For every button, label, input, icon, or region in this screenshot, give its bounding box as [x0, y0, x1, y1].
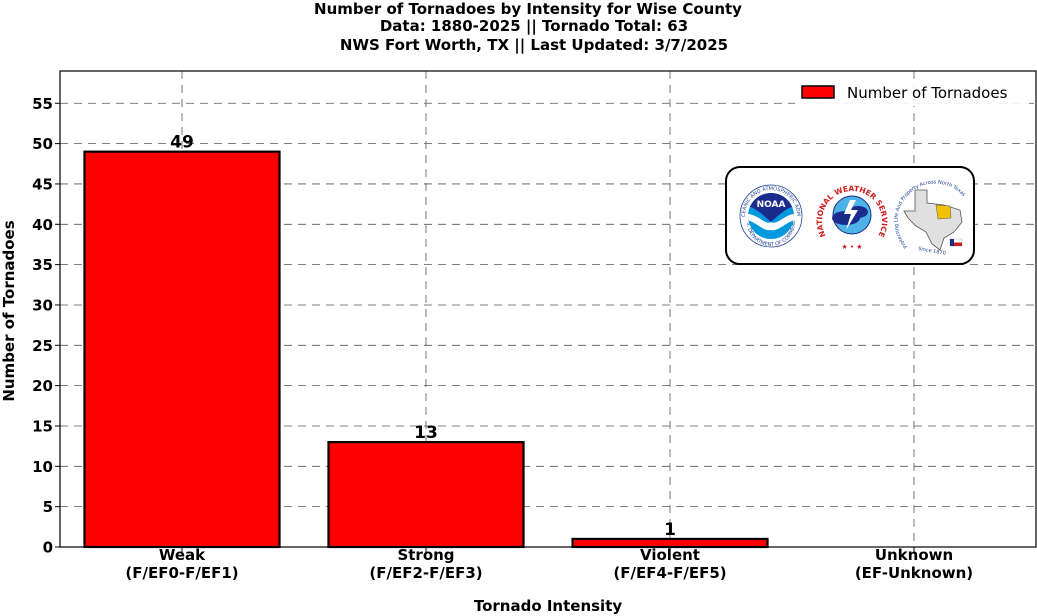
- noaa-logo-text: NOAA: [757, 200, 786, 210]
- wfo-since-text: Since 1870: [918, 246, 946, 257]
- x-tick-label: Unknown (EF-Unknown): [855, 546, 973, 582]
- x-tick-label: Weak (F/EF0-F/EF1): [125, 546, 238, 582]
- x-tick-label: Strong (F/EF2-F/EF3): [369, 546, 482, 582]
- y-tick-label: 50: [32, 135, 53, 153]
- svg-text:★ • ★: ★ • ★: [841, 243, 862, 251]
- plot-frame: [59, 70, 1037, 548]
- texas-map-icon: [903, 189, 963, 251]
- y-tick-label: 55: [32, 95, 53, 113]
- y-tick-label: 45: [32, 175, 53, 193]
- y-tick-label: 0: [43, 539, 53, 557]
- bars: [83, 150, 769, 549]
- chart-title-line-3: NWS Fort Worth, TX || Last Updated: 3/7/…: [340, 36, 728, 55]
- bar-strong: [327, 441, 525, 549]
- bar-value-label: 49: [170, 133, 194, 153]
- bar-value-label: 1: [664, 520, 676, 540]
- chart-title-line-2: Data: 1880-2025 || Tornado Total: 63: [380, 17, 688, 36]
- x-axis-ticks: Weak (F/EF0-F/EF1) Strong (F/EF2-F/EF3) Viol…: [125, 546, 973, 582]
- chart-title-line-1: Number of Tornadoes by Intensity for Wis…: [314, 0, 742, 18]
- y-tick-label: 20: [32, 377, 53, 395]
- bar-value-label: 13: [414, 423, 438, 443]
- y-tick-label: 30: [32, 296, 53, 314]
- y-tick-label: 5: [43, 498, 53, 516]
- y-tick-label: 40: [32, 216, 53, 234]
- x-axis-label: Tornado Intensity: [474, 597, 623, 615]
- bar-weak: [83, 150, 281, 549]
- legend: Number of Tornadoes: [795, 80, 1029, 106]
- y-axis-ticks: 0 5 10 15 20 25 30 35 40 45 50 55: [32, 95, 60, 557]
- y-axis-label: Number of Tornadoes: [0, 220, 18, 401]
- x-tick-label: Violent (F/EF4-F/EF5): [613, 546, 726, 582]
- legend-swatch: [801, 85, 835, 99]
- bar-value-labels: 49 13 1: [170, 133, 676, 540]
- legend-label: Number of Tornadoes: [847, 84, 1008, 102]
- y-tick-label: 15: [32, 417, 53, 435]
- y-tick-label: 35: [32, 256, 53, 274]
- y-tick-label: 10: [32, 458, 53, 476]
- y-tick-label: 25: [32, 337, 53, 355]
